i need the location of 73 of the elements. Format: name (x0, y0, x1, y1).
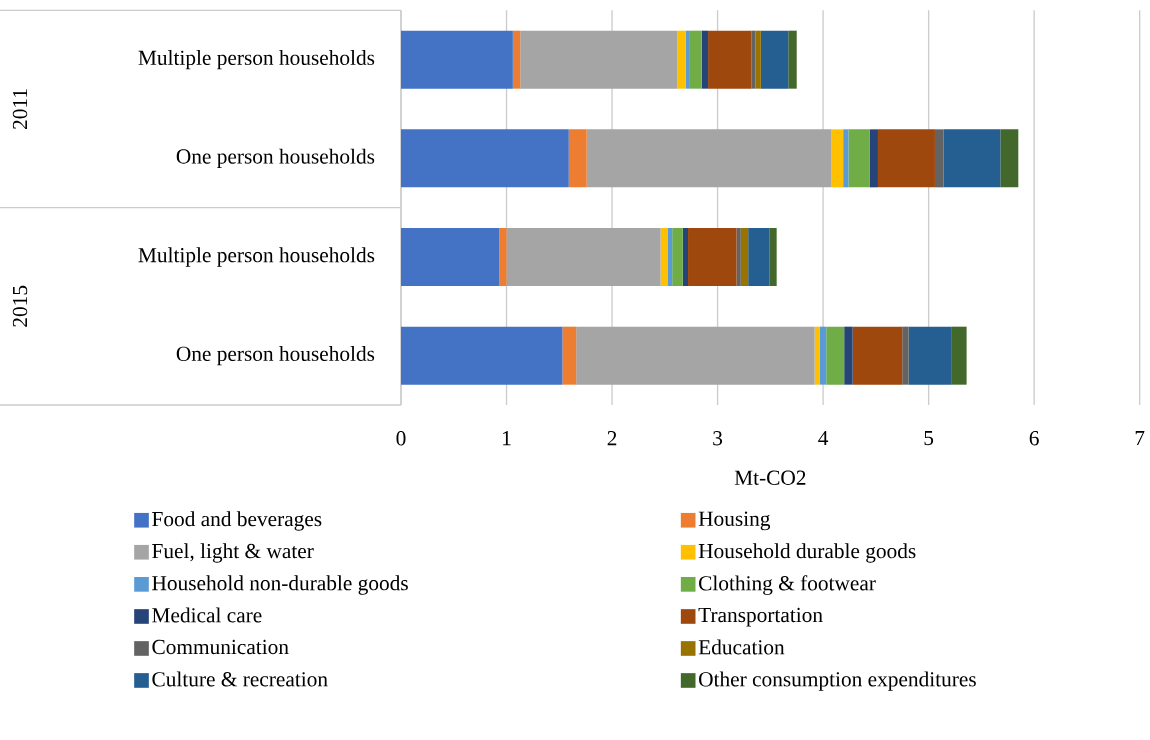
legend-label: Clothing & footwear (699, 575, 876, 595)
legend-label: Housing (698, 511, 771, 531)
x-tick-label: 0 (396, 431, 406, 446)
bar (843, 129, 849, 188)
bar (499, 228, 507, 286)
bar (689, 30, 702, 89)
bar (740, 228, 749, 286)
bar (401, 228, 500, 286)
bar (688, 228, 737, 286)
bar (831, 129, 844, 188)
legend-label: Transportation (698, 607, 823, 627)
legend-label: Household durable goods (698, 543, 916, 563)
bar (848, 129, 870, 188)
x-tick-label: 7 (1135, 431, 1145, 446)
legend-label: Other consumption expenditures (699, 671, 976, 691)
bar (701, 30, 709, 89)
y-tick-label: One person households (176, 148, 375, 169)
bar (788, 30, 797, 89)
text: 2015 (12, 285, 28, 327)
bar (660, 228, 668, 286)
legend-label: Culture & recreation (152, 671, 328, 687)
bar (685, 30, 690, 89)
legend-label: Household non-durable goods (152, 575, 408, 595)
bar (760, 30, 789, 89)
bar (401, 129, 569, 188)
x-tick-label: 6 (1029, 431, 1039, 446)
x-tick-label: 3 (713, 431, 723, 446)
bar (844, 326, 853, 385)
bar (586, 129, 832, 188)
x-axis-title: Mt-CO2 (734, 470, 806, 485)
legend-label: Education (698, 639, 785, 655)
bar (401, 326, 563, 385)
legend-label: Medical care (152, 607, 262, 623)
y-tick-label: Multiple person households (138, 50, 375, 70)
x-tick-label: 4 (818, 431, 829, 446)
bar (512, 30, 521, 89)
bar (562, 326, 577, 385)
bar (736, 228, 741, 286)
bar (951, 326, 967, 385)
bar (869, 129, 878, 188)
bar (677, 30, 686, 89)
bar (755, 30, 761, 89)
bar (908, 326, 952, 385)
bar (819, 326, 827, 385)
text: 2011 (12, 89, 28, 129)
y-tick-label: One person households (176, 346, 375, 366)
legend-label: Communication (152, 639, 289, 655)
bar (943, 129, 1001, 188)
bar (401, 30, 513, 89)
legend-label: Fuel, light & water (152, 543, 314, 563)
bar (877, 129, 935, 188)
bar (506, 228, 661, 286)
bar (748, 228, 770, 286)
x-tick-label: 1 (503, 431, 511, 446)
bar (934, 129, 944, 188)
bar (520, 30, 678, 89)
bar (751, 30, 756, 89)
bar (576, 326, 815, 385)
bar (708, 30, 752, 89)
bar (1000, 129, 1019, 188)
y-tick-label: Multiple person households (138, 247, 375, 267)
bar (852, 326, 903, 385)
bar (667, 228, 673, 286)
bar (769, 228, 777, 286)
bar (672, 228, 683, 286)
x-tick-label: 5 (924, 431, 934, 446)
bar (682, 228, 689, 286)
bar (902, 326, 909, 385)
bar (814, 326, 820, 385)
bar (568, 129, 587, 188)
bar (826, 326, 845, 385)
legend-label: Food and beverages (152, 511, 322, 531)
x-tick-label: 2 (607, 431, 617, 446)
